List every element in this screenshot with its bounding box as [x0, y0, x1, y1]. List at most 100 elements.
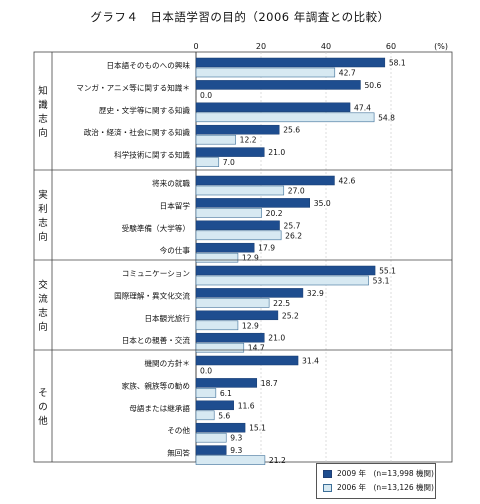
legend: 2009 年 (n=13,998 機関) 2006 年 (n=13,126 機関… — [316, 463, 436, 499]
category-label: 今の仕事 — [160, 245, 191, 255]
group-label-char: 利 — [38, 203, 48, 215]
chart-title: グラフ４ 日本語学習の目的（2006 年調査との比較） — [90, 10, 390, 24]
data-label-2006: 12.9 — [242, 321, 259, 330]
category-label: その他 — [167, 425, 190, 435]
legend-item-2009: 2009 年 (n=13,998 機関) — [323, 469, 434, 479]
legend-swatch-2006 — [323, 484, 332, 492]
bar-2006 — [195, 410, 215, 421]
x-tick-label: 0 — [193, 42, 198, 51]
bar-2006 — [195, 342, 245, 353]
data-label-2009: 15.1 — [249, 424, 266, 433]
bar-2006 — [195, 388, 217, 398]
bar-2009 — [195, 102, 351, 113]
group-label-char: 実 — [38, 189, 48, 201]
category-label: 日本観光旅行 — [144, 313, 190, 323]
category-label: 機関の方針＊ — [144, 358, 190, 368]
bar-2009 — [195, 147, 265, 157]
data-label-2009: 58.1 — [389, 59, 406, 68]
group-label-char: 志 — [38, 113, 48, 125]
data-label-2009: 11.6 — [238, 401, 255, 410]
bar-2006 — [195, 275, 369, 286]
bar-2006 — [195, 298, 270, 308]
data-label-2009: 50.6 — [364, 81, 381, 90]
data-label-2006: 5.6 — [218, 411, 230, 420]
bar-2009 — [195, 378, 258, 388]
data-label-2006: 21.2 — [269, 456, 286, 465]
data-label-2006: 0.0 — [200, 91, 212, 100]
data-label-2006: 14.7 — [248, 344, 265, 353]
data-label-2009: 25.6 — [283, 126, 300, 135]
x-tick-label: 60 — [386, 42, 396, 51]
data-label-2006: 7.0 — [223, 158, 235, 167]
category-label: 歴史・文学等に関する知識 — [99, 105, 191, 115]
bar-2009 — [195, 57, 386, 68]
data-label-2006: 53.1 — [373, 277, 390, 286]
group-label-char: 向 — [38, 127, 48, 139]
category-label: 母語または継承語 — [129, 403, 190, 413]
data-label-2006: 26.2 — [285, 231, 302, 240]
bar-2006 — [195, 208, 262, 218]
bar-2009 — [195, 288, 304, 298]
bar-2009 — [195, 198, 310, 208]
data-label-2009: 18.7 — [261, 379, 278, 388]
bar-2009 — [195, 242, 255, 253]
data-label-2006: 9.3 — [230, 434, 242, 443]
data-label-2009: 21.0 — [268, 148, 285, 157]
bar-2006 — [195, 185, 285, 196]
bar-2009 — [195, 265, 376, 276]
bar-2009 — [195, 220, 280, 231]
bar-2006 — [195, 455, 266, 465]
bar-2009 — [195, 355, 299, 366]
data-label-2006: 0.0 — [200, 367, 212, 376]
category-label: 家族、親族等の勧め — [122, 380, 190, 390]
bar-2006 — [195, 157, 220, 167]
data-label-2009: 55.1 — [379, 267, 396, 276]
bar-2006 — [195, 230, 282, 241]
bar-2006 — [195, 432, 227, 443]
category-label: 科学技術に関する知識 — [114, 150, 190, 160]
group-label-char: 識 — [38, 99, 48, 111]
category-label: 国際理解・異文化交流 — [114, 290, 190, 300]
data-label-2006: 20.2 — [266, 209, 283, 218]
data-label-2006: 12.9 — [242, 254, 259, 263]
group-label-char: 向 — [38, 321, 48, 333]
category-label: 日本留学 — [160, 200, 191, 210]
data-label-2009: 25.7 — [284, 221, 301, 230]
category-label: マンガ・アニメ等に関する知識＊ — [76, 82, 190, 92]
bar-2009 — [195, 175, 335, 186]
group-label-char: 向 — [38, 231, 48, 243]
group-label-char: 交 — [38, 279, 48, 291]
data-label-2009: 32.9 — [307, 289, 324, 298]
category-label: 無回答 — [167, 448, 190, 458]
category-label: コミュニケーション — [122, 269, 190, 278]
group-label-char: 志 — [38, 217, 48, 229]
group-label-char: 知 — [38, 85, 48, 97]
bar-2006 — [195, 134, 236, 145]
category-label: 日本との親善・交流 — [122, 335, 191, 345]
bar-2009 — [195, 332, 265, 343]
bar-2009 — [195, 80, 361, 90]
bar-2009 — [195, 310, 279, 321]
data-label-2006: 6.1 — [220, 389, 232, 398]
bar-2009 — [195, 422, 246, 433]
legend-swatch-2009 — [323, 470, 332, 478]
legend-item-2006: 2006 年 (n=13,126 機関) — [323, 483, 434, 493]
group-label-char: そ — [38, 388, 48, 399]
x-tick-label: 40 — [321, 42, 331, 51]
data-label-2009: 9.3 — [230, 446, 242, 455]
bar-2006 — [195, 252, 239, 263]
data-label-2009: 42.6 — [338, 177, 355, 186]
category-label: 受験準備（大学等） — [122, 223, 190, 233]
data-label-2009: 31.4 — [302, 357, 319, 366]
category-label: 日本語そのものへの興味 — [106, 60, 190, 70]
data-label-2006: 12.2 — [240, 136, 257, 145]
group-label-char: の — [38, 402, 48, 413]
bar-2006 — [195, 320, 239, 331]
data-label-2009: 21.0 — [268, 334, 285, 343]
bar-2009 — [195, 445, 227, 455]
group-label-char: 流 — [38, 293, 48, 305]
group-label-char: 他 — [38, 415, 48, 427]
legend-label-2009: 2009 年 (n=13,998 機関) — [337, 469, 434, 478]
bar-2006 — [195, 67, 336, 78]
